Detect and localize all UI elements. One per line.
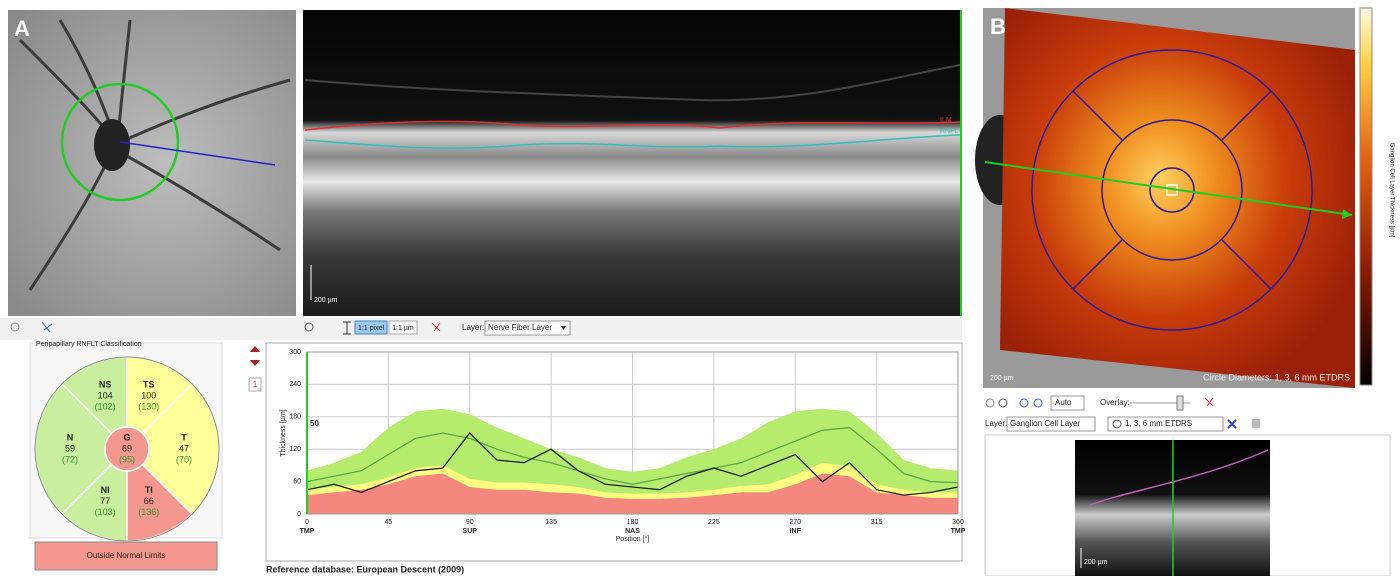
- tool-icon[interactable]: [1228, 420, 1236, 428]
- page-number: 1: [253, 380, 258, 389]
- reference-text: Reference database: European Descent (20…: [266, 564, 464, 574]
- x-tick-label: 360: [952, 519, 964, 526]
- tool-icon[interactable]: [1205, 398, 1213, 406]
- x-tick-label: 270: [789, 519, 801, 526]
- toolbar: Auto Overlay: Layer: Ganglion Cell Layer…: [985, 396, 1260, 431]
- legend-text: Circle Diameters: 1, 3, 6 mm ETDRS: [1203, 372, 1350, 382]
- y-axis-label: Thickness [µm]: [280, 409, 287, 456]
- x-tick-label: 180: [627, 519, 639, 526]
- region-label: TMP: [300, 528, 315, 535]
- zoom-icon[interactable]: [999, 399, 1007, 407]
- save-icon[interactable]: [1252, 419, 1260, 428]
- sector-name: G: [123, 432, 130, 442]
- y-tick-label: 240: [289, 381, 301, 388]
- sector-normal: (130): [138, 402, 159, 412]
- scale-label: 200 µm: [314, 297, 338, 304]
- toolbar: 1:1 pixel 1:1 µm Layer: Nerve Fiber Laye…: [0, 318, 962, 340]
- panel-label: A: [14, 16, 30, 41]
- region-label: TMP: [951, 528, 966, 535]
- page-controls: 1: [249, 346, 261, 391]
- result-text: Outside Normal Limits: [87, 551, 166, 560]
- button-label: 1:1 pixel: [358, 325, 385, 332]
- dropdown-value: Ganglion Cell Layer: [1010, 419, 1081, 428]
- y-tick-label: 60: [293, 478, 301, 485]
- region-label: NAS: [625, 528, 640, 535]
- sector-normal: (102): [95, 402, 116, 412]
- dropdown-value: 1, 3, 6 mm ETDRS: [1125, 419, 1192, 428]
- button-label: 1:1 µm: [392, 325, 414, 332]
- colorbar-label: Ganglion Cell Layer Thickness [µm]: [1388, 143, 1394, 238]
- fundus-image: A: [8, 10, 296, 316]
- pan-icon[interactable]: [986, 399, 994, 407]
- region-label: INF: [790, 528, 802, 535]
- sector-name: N: [67, 432, 74, 442]
- field-label: Layer:: [985, 419, 1007, 428]
- y-tick-label: 300: [289, 349, 301, 356]
- sector-value: 100: [141, 391, 156, 401]
- x-tick-label: 90: [466, 519, 474, 526]
- x-tick-label: 315: [871, 519, 883, 526]
- dropdown-value: Nerve Fiber Layer: [488, 323, 552, 332]
- cursor-value: 50: [310, 419, 319, 428]
- scale-label: 200 µm: [1084, 559, 1108, 566]
- gcl-map: B 200 µm Circle Diameters: 1, 3, 6 mm ET…: [975, 8, 1355, 388]
- screenshot: 010203040506070 A ILM RNFL 200 µm 1:1 pi…: [0, 0, 1400, 576]
- zoom-out[interactable]: [1034, 399, 1042, 407]
- sector-name: T: [181, 432, 187, 442]
- sector-value: 77: [100, 496, 110, 506]
- up-button[interactable]: [250, 346, 260, 352]
- oct-bscan: ILM RNFL 200 µm: [303, 10, 962, 316]
- sector-normal: (136): [138, 507, 159, 517]
- x-tick-label: 0: [305, 519, 309, 526]
- zoom-in[interactable]: [1020, 399, 1028, 407]
- sector-name: NS: [99, 380, 112, 390]
- layer-label: RNFL: [940, 128, 958, 135]
- x-tick-label: 45: [384, 519, 392, 526]
- y-tick-label: 0: [297, 511, 301, 518]
- sector-normal: (95): [119, 454, 135, 464]
- sector-value: 47: [179, 443, 189, 453]
- sector-name: TI: [145, 485, 153, 495]
- x-axis-label: Position [°]: [616, 535, 650, 543]
- region-label: SUP: [463, 528, 478, 535]
- panel-label: B: [990, 14, 1006, 39]
- classification-panel: Peripapillary RNFLT Classification Outsi…: [30, 341, 222, 570]
- x-tick-label: 225: [708, 519, 720, 526]
- colorbar: Ganglion Cell Layer Thickness [µm]: [1360, 8, 1394, 385]
- y-tick-label: 120: [289, 446, 301, 453]
- slider[interactable]: [1177, 396, 1183, 410]
- sector-normal: (70): [176, 454, 192, 464]
- sector-name: NI: [101, 485, 110, 495]
- field-label: Layer:: [462, 323, 484, 332]
- sector-normal: (103): [95, 507, 116, 517]
- down-button[interactable]: [250, 360, 260, 366]
- sector-name: TS: [143, 380, 155, 390]
- y-tick-label: 180: [289, 414, 301, 421]
- field-label: Overlay:: [1100, 398, 1130, 407]
- sector-value: 59: [65, 443, 75, 453]
- sector-value: 69: [122, 443, 132, 453]
- layer-label: ILM: [940, 117, 952, 124]
- sector-value: 104: [98, 391, 113, 401]
- panel-title: Peripapillary RNFLT Classification: [36, 341, 142, 348]
- small-oct: 200 µm: [985, 435, 1390, 576]
- sector-value: 66: [144, 496, 154, 506]
- x-tick-label: 135: [545, 519, 557, 526]
- scale-label: 200 µm: [990, 375, 1014, 382]
- dropdown-value: Auto: [1055, 398, 1072, 407]
- sector-normal: (72): [62, 454, 78, 464]
